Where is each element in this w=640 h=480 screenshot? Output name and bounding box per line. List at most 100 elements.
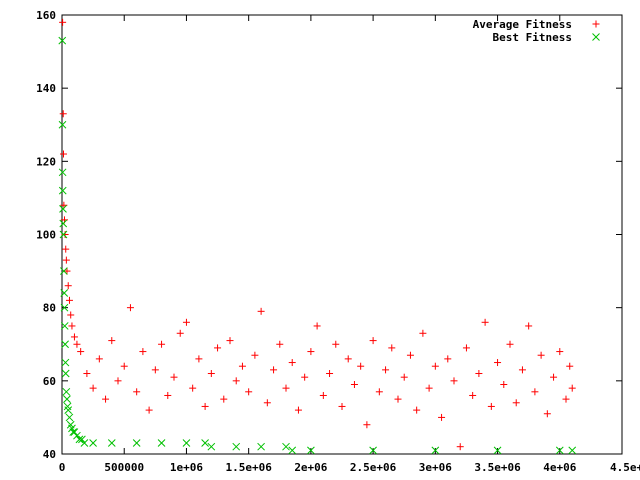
data-point [494, 359, 502, 367]
data-point [382, 366, 390, 374]
data-point [60, 322, 69, 330]
y-tick-label: 160 [36, 9, 56, 22]
data-point [61, 358, 70, 367]
y-tick-label: 100 [36, 229, 56, 242]
data-point [95, 355, 103, 363]
data-point [375, 388, 383, 396]
data-point [62, 245, 70, 253]
data-point [80, 439, 89, 447]
data-point [388, 344, 396, 352]
data-point [332, 340, 340, 348]
data-point [307, 348, 315, 356]
data-point [139, 348, 147, 356]
x-tick-label: 1.5e+06 [225, 461, 272, 474]
data-point [182, 439, 191, 447]
data-point [62, 387, 71, 396]
data-point [120, 362, 128, 370]
x-tick-label: 2e+06 [294, 461, 327, 474]
plot-frame [61, 14, 623, 455]
data-point [65, 413, 74, 422]
x-tick-label: 3e+06 [419, 461, 452, 474]
data-point [61, 340, 69, 349]
data-point [75, 435, 84, 444]
data-point [67, 311, 75, 319]
data-point [214, 344, 222, 352]
y-tick-label: 40 [43, 448, 56, 461]
data-point [438, 413, 446, 421]
data-point [537, 351, 545, 359]
data-point [288, 359, 296, 367]
data-point [59, 205, 67, 213]
x-tick-label: 1e+06 [170, 461, 203, 474]
data-points [58, 18, 577, 455]
data-point [263, 399, 271, 407]
data-point [301, 373, 309, 381]
legend-label: Best Fitness [493, 31, 572, 44]
data-point [58, 120, 67, 129]
data-point [176, 329, 184, 337]
data-point [126, 304, 134, 312]
data-point [64, 406, 73, 414]
data-point [413, 406, 421, 414]
data-point [232, 377, 240, 385]
data-point [226, 337, 234, 345]
data-point [518, 366, 526, 374]
data-point [65, 296, 73, 304]
data-point [251, 351, 259, 359]
data-point [350, 380, 358, 388]
x-tick-label: 4e+06 [543, 461, 576, 474]
data-point [462, 344, 470, 352]
data-point [543, 410, 551, 418]
data-point [245, 388, 253, 396]
data-point [59, 230, 68, 239]
data-point [73, 431, 81, 440]
data-point [506, 340, 514, 348]
legend-marker [592, 33, 600, 41]
data-point [270, 366, 278, 374]
data-point [326, 370, 334, 378]
x-tick-label: 2.5e+06 [350, 461, 397, 474]
data-point [58, 36, 67, 45]
data-point [63, 395, 71, 403]
data-point [63, 267, 71, 275]
data-point [419, 329, 427, 337]
data-point [257, 442, 265, 451]
data-point [207, 370, 215, 378]
data-point [276, 340, 284, 348]
data-point [201, 402, 209, 410]
data-point [344, 355, 352, 363]
data-point [450, 377, 458, 385]
x-tick-label: 4.5e+06 [610, 461, 640, 474]
data-point [282, 384, 290, 392]
data-point [78, 435, 86, 444]
data-point [195, 355, 203, 363]
series-best-fitness [58, 36, 577, 455]
data-point [394, 395, 402, 403]
data-point [60, 303, 69, 312]
data-point [133, 388, 141, 396]
data-point [257, 307, 265, 315]
y-tick-label: 120 [36, 155, 56, 168]
data-point [550, 373, 558, 381]
data-point [363, 421, 371, 429]
data-point [89, 439, 97, 447]
data-point [62, 256, 70, 264]
data-point [568, 384, 576, 392]
data-point [555, 446, 564, 455]
data-point [556, 348, 564, 356]
data-point [294, 406, 302, 414]
data-point [456, 443, 464, 451]
data-point [59, 110, 67, 118]
data-point [288, 446, 297, 455]
data-point [157, 439, 166, 447]
data-point [60, 267, 68, 275]
data-point [89, 384, 97, 392]
data-point [487, 402, 495, 410]
data-point [566, 362, 574, 370]
data-point [61, 231, 69, 238]
data-point [220, 395, 228, 403]
x-tick-label: 3.5e+06 [474, 461, 521, 474]
data-point [68, 322, 76, 330]
data-point [568, 446, 577, 455]
